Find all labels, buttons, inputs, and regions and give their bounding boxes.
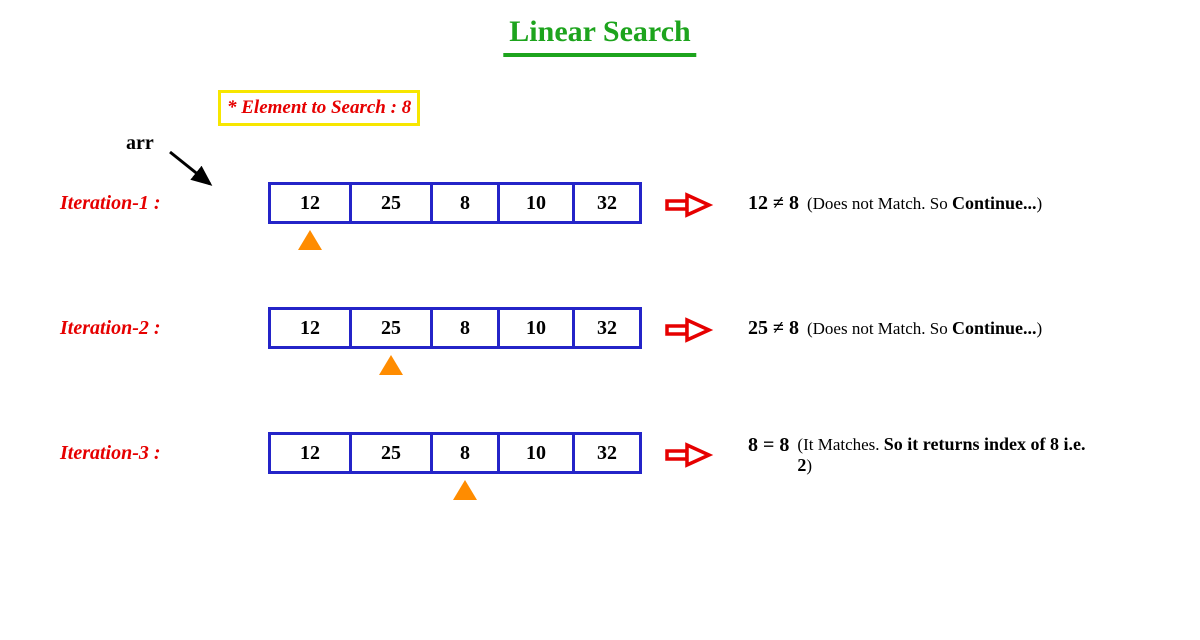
pointer-icon <box>453 480 477 500</box>
array-cell: 8 <box>430 182 500 224</box>
result-arrow-icon <box>665 192 715 223</box>
iteration-label: Iteration-3 : <box>60 442 161 465</box>
array-cell: 12 <box>268 307 352 349</box>
arr-arrow-icon <box>166 148 226 199</box>
iteration-label: Iteration-2 : <box>60 317 161 340</box>
array-cell: 25 <box>349 182 433 224</box>
pointer-icon <box>298 230 322 250</box>
array-row: 122581032 <box>268 182 642 224</box>
search-target-box: * Element to Search : 8 <box>218 90 420 126</box>
array-cell: 8 <box>430 307 500 349</box>
array-variable-label: arr <box>126 132 154 155</box>
array-cell: 12 <box>268 432 352 474</box>
result-arrow-icon <box>665 317 715 348</box>
comparison-result: 25 ≠ 8(Does not Match. So Continue...) <box>748 317 1042 340</box>
array-cell: 10 <box>497 182 575 224</box>
array-cell: 32 <box>572 182 642 224</box>
array-cell: 8 <box>430 432 500 474</box>
comparison-result: 8 = 8(It Matches. So it returns index of… <box>748 434 1097 476</box>
array-row: 122581032 <box>268 307 642 349</box>
array-cell: 25 <box>349 432 433 474</box>
pointer-icon <box>379 355 403 375</box>
array-cell: 32 <box>572 307 642 349</box>
array-cell: 25 <box>349 307 433 349</box>
array-cell: 32 <box>572 432 642 474</box>
comparison-result: 12 ≠ 8(Does not Match. So Continue...) <box>748 192 1042 215</box>
array-cell: 12 <box>268 182 352 224</box>
array-row: 122581032 <box>268 432 642 474</box>
page-title: Linear Search <box>503 15 696 57</box>
iteration-label: Iteration-1 : <box>60 192 161 215</box>
array-cell: 10 <box>497 432 575 474</box>
array-cell: 10 <box>497 307 575 349</box>
result-arrow-icon <box>665 442 715 473</box>
